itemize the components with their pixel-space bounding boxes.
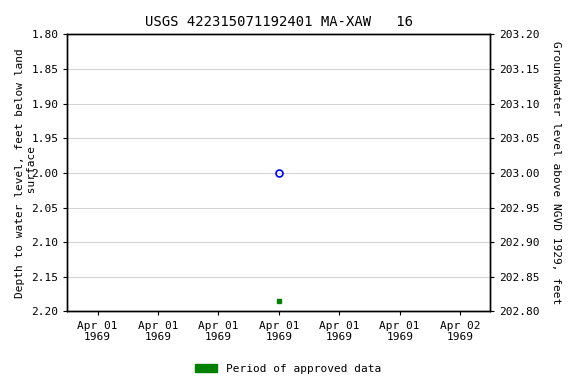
Y-axis label: Depth to water level, feet below land
 surface: Depth to water level, feet below land su…: [15, 48, 37, 298]
Title: USGS 422315071192401 MA-XAW   16: USGS 422315071192401 MA-XAW 16: [145, 15, 413, 29]
Y-axis label: Groundwater level above NGVD 1929, feet: Groundwater level above NGVD 1929, feet: [551, 41, 561, 305]
Legend: Period of approved data: Period of approved data: [191, 359, 385, 379]
